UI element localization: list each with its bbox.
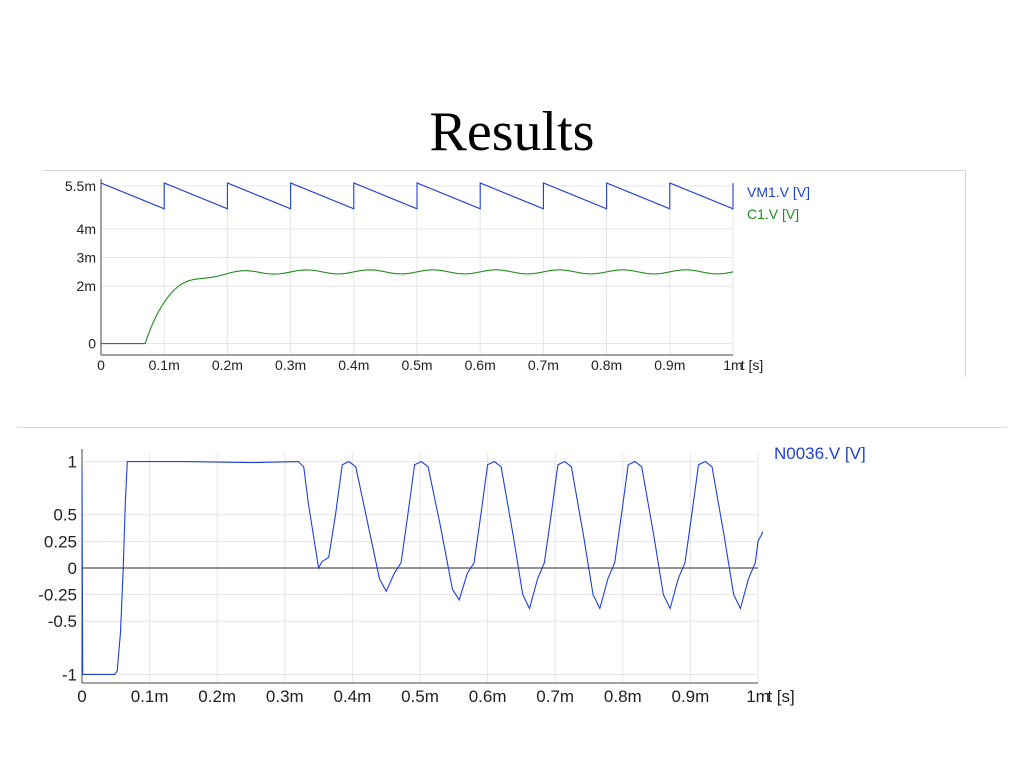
legend-entry: VM1.V [V] xyxy=(747,184,810,200)
chart-panel-capacitor-voltages: 0 0.1m 0.2m 0.3m 0.4m 0.5m 0.6m 0.7m 0.8m 0.9m 1m t… xyxy=(43,170,966,377)
legend-entry: N0036.V [V] xyxy=(774,444,866,463)
x-tick-label: 0.9m xyxy=(672,687,710,706)
y-tick-label: -1 xyxy=(62,665,77,684)
x-tick-label: 0.7m xyxy=(528,357,559,373)
y-tick-label: 5.5m xyxy=(65,178,96,194)
x-tick-label: 0.6m xyxy=(469,687,507,706)
y-tick-label: 1 xyxy=(68,452,77,471)
x-tick-label: 0.3m xyxy=(275,357,306,373)
slide-title: Results xyxy=(429,101,595,163)
x-tick-label: 0.5m xyxy=(401,357,432,373)
series-line-0 xyxy=(101,182,734,210)
x-tick-label: 0.9m xyxy=(654,357,685,373)
chart-panel-node-voltage: 0 0.1m 0.2m 0.3m 0.4m 0.5m 0.6m 0.7m 0.8m 0.9m 1m t… xyxy=(17,427,1007,710)
series-line-0 xyxy=(82,460,763,676)
y-tick-label: 0 xyxy=(68,559,77,578)
x-tick-label: 1m xyxy=(746,687,770,706)
x-tick-label: 0.6m xyxy=(465,357,496,373)
x-tick-label: 0.5m xyxy=(401,687,439,706)
x-tick-label: 0.1m xyxy=(131,687,169,706)
y-tick-label: 0.25 xyxy=(44,532,77,551)
x-tick-label: 1m xyxy=(723,357,742,373)
y-tick-label: 0.5 xyxy=(53,506,77,525)
y-tick-label: -0.25 xyxy=(38,586,77,605)
x-tick-label: 0.2m xyxy=(212,357,243,373)
x-tick-label: 0.2m xyxy=(198,687,236,706)
x-tick-label: 0.7m xyxy=(536,687,574,706)
chart-2-svg: 0 0.1m 0.2m 0.3m 0.4m 0.5m 0.6m 0.7m 0.8m 0.9m 1mt… xyxy=(38,444,866,706)
y-tick-label: 0 xyxy=(88,335,96,351)
x-tick-label: 0 xyxy=(77,687,86,706)
series-line-1 xyxy=(101,269,734,345)
y-tick-label: 2m xyxy=(77,278,96,294)
x-tick-label: 0.8m xyxy=(604,687,642,706)
x-tick-label: 0.1m xyxy=(149,357,180,373)
legend-entry: C1.V [V] xyxy=(747,206,799,222)
x-tick-label: 0.4m xyxy=(338,357,369,373)
x-axis-label: t [s] xyxy=(767,687,794,706)
x-tick-label: 0.3m xyxy=(266,687,304,706)
y-tick-label: 3m xyxy=(77,249,96,265)
x-tick-label: 0.8m xyxy=(591,357,622,373)
y-tick-label: 4m xyxy=(77,221,96,237)
x-tick-label: 0 xyxy=(97,357,105,373)
chart-1-svg: 0 0.1m 0.2m 0.3m 0.4m 0.5m 0.6m 0.7m 0.8m 0.9m 1mt… xyxy=(65,178,810,373)
x-axis-label: t [s] xyxy=(741,357,764,373)
y-tick-label: -0.5 xyxy=(48,612,77,631)
x-tick-label: 0.4m xyxy=(334,687,372,706)
